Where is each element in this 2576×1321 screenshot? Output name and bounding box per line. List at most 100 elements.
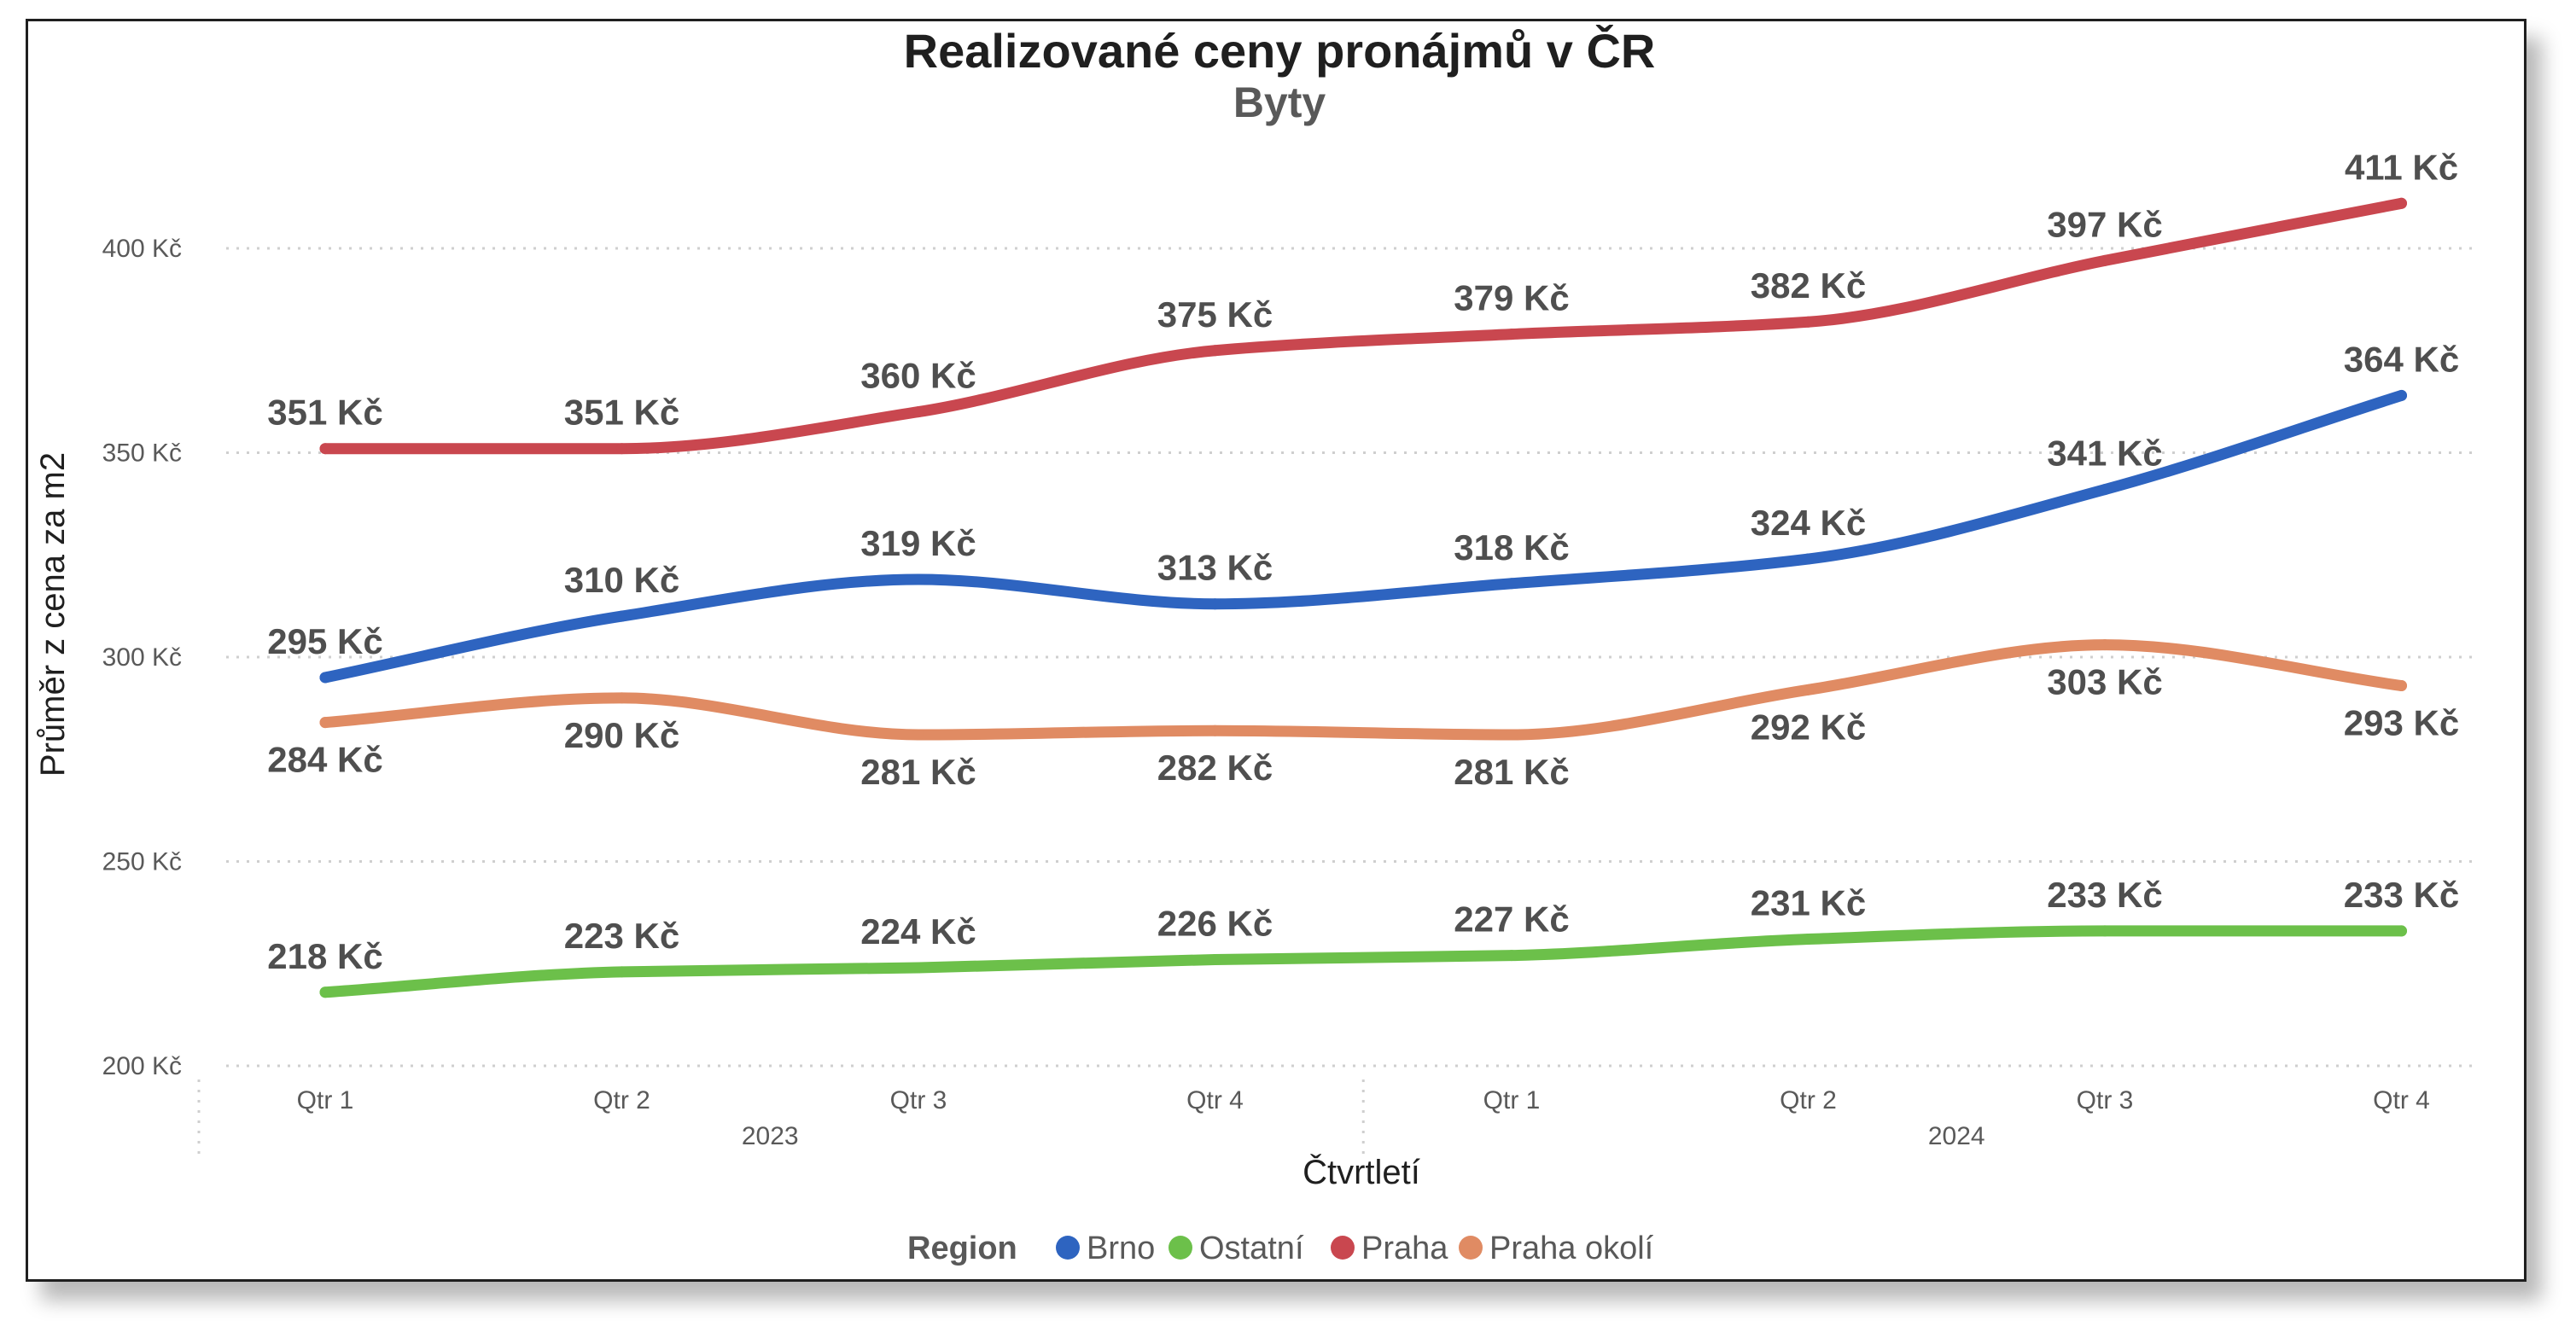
- data-label: 281 Kč: [1454, 752, 1569, 792]
- gridlines: [226, 247, 2476, 1068]
- data-point: [616, 443, 627, 455]
- x-tick-label: Qtr 4: [1186, 1086, 1244, 1114]
- x-tick-label: Qtr 1: [1483, 1086, 1541, 1114]
- data-label: 281 Kč: [860, 752, 976, 792]
- data-label: 341 Kč: [2047, 434, 2162, 474]
- data-point: [2099, 925, 2111, 937]
- legend-marker: [1056, 1236, 1080, 1260]
- legend-marker: [1169, 1236, 1192, 1260]
- series-line-ostatní: [319, 925, 2407, 998]
- data-label: 364 Kč: [2344, 339, 2459, 379]
- data-point: [1506, 578, 1518, 590]
- data-label: 375 Kč: [1157, 294, 1273, 335]
- data-point: [2099, 639, 2111, 651]
- data-label: 295 Kč: [267, 621, 382, 661]
- data-point: [2099, 484, 2111, 496]
- data-point: [1209, 598, 1221, 610]
- line-chart: Realizované ceny pronájmů v ČR Byty Prům…: [34, 24, 2476, 1266]
- axes: 200 Kč 250 Kč 300 Kč 350 Kč 400 Kč Qtr 1 Qtr 2…: [102, 235, 2430, 1156]
- data-point: [1506, 729, 1518, 741]
- data-point: [319, 986, 331, 998]
- data-point: [2099, 254, 2111, 266]
- x-tick-label: Qtr 2: [593, 1086, 650, 1114]
- data-point: [319, 717, 331, 729]
- data-label: 319 Kč: [860, 523, 976, 563]
- data-label: 318 Kč: [1454, 527, 1569, 567]
- x-tick-label: Qtr 3: [890, 1086, 947, 1114]
- x-axis-title: Čtvrtletí: [1303, 1153, 1420, 1191]
- data-point: [912, 573, 924, 585]
- legend-item-label: Ostatní: [1199, 1231, 1304, 1266]
- data-point: [616, 692, 627, 704]
- x-tick-label: Qtr 2: [1780, 1086, 1837, 1114]
- data-point: [616, 966, 627, 978]
- data-point: [1803, 316, 1814, 328]
- data-label: 293 Kč: [2344, 703, 2459, 743]
- year-label: 2024: [1928, 1122, 1985, 1150]
- data-label: 324 Kč: [1751, 503, 1866, 543]
- data-label: 233 Kč: [2047, 875, 2162, 915]
- chart-card: Realizované ceny pronájmů v ČR Byty Prům…: [26, 19, 2526, 1282]
- data-label: 313 Kč: [1157, 548, 1273, 588]
- data-point: [1506, 329, 1518, 340]
- data-point: [1803, 684, 1814, 695]
- data-point: [2396, 925, 2407, 937]
- data-point: [912, 729, 924, 741]
- data-label: 360 Kč: [860, 356, 976, 396]
- data-label: 282 Kč: [1157, 748, 1273, 788]
- data-label: 224 Kč: [860, 911, 976, 951]
- data-label: 303 Kč: [2047, 662, 2162, 702]
- data-point: [1209, 345, 1221, 357]
- data-point: [1803, 934, 1814, 946]
- y-tick-label: 400 Kč: [102, 235, 182, 263]
- data-point: [319, 443, 331, 455]
- data-label: 379 Kč: [1454, 278, 1569, 318]
- data-point: [2396, 389, 2407, 401]
- data-label: 351 Kč: [564, 393, 679, 433]
- data-label: 227 Kč: [1454, 899, 1569, 940]
- series-line-praha-okolí: [319, 639, 2407, 741]
- legend-item-label: Brno: [1087, 1231, 1155, 1266]
- data-point: [1506, 950, 1518, 962]
- data-label: 226 Kč: [1157, 903, 1273, 943]
- data-label: 411 Kč: [2345, 147, 2458, 187]
- legend-item-label: Praha: [1361, 1231, 1448, 1266]
- year-label: 2023: [742, 1122, 799, 1150]
- data-point: [319, 672, 331, 684]
- y-axis-title: Průměr z cena za m2: [34, 452, 72, 777]
- data-point: [616, 610, 627, 622]
- series-line-brno: [319, 389, 2407, 684]
- chart-subtitle: Byty: [1233, 79, 1326, 126]
- data-point: [2396, 197, 2407, 209]
- x-tick-label: Qtr 3: [2077, 1086, 2134, 1114]
- x-tick-label: Qtr 4: [2373, 1086, 2430, 1114]
- data-label: 218 Kč: [267, 936, 382, 976]
- y-tick-label: 350 Kč: [102, 439, 182, 468]
- data-label: 233 Kč: [2344, 875, 2459, 915]
- series-lines: [319, 197, 2407, 998]
- data-point: [1209, 953, 1221, 965]
- series-line-praha: [319, 197, 2407, 455]
- data-point: [2396, 680, 2407, 692]
- legend-title: Region: [907, 1231, 1017, 1266]
- data-label: 231 Kč: [1751, 883, 1866, 923]
- legend-marker: [1459, 1236, 1483, 1260]
- data-label: 223 Kč: [564, 916, 679, 956]
- data-point: [1803, 553, 1814, 565]
- data-point: [912, 962, 924, 974]
- data-label: 382 Kč: [1751, 265, 1866, 306]
- legend: Region Brno Ostatní Praha Praha okolí: [907, 1231, 1654, 1266]
- data-label: 310 Kč: [564, 560, 679, 600]
- data-point: [912, 406, 924, 418]
- legend-marker: [1331, 1236, 1355, 1260]
- data-label: 284 Kč: [267, 740, 382, 780]
- data-label: 290 Kč: [564, 715, 679, 755]
- y-tick-label: 250 Kč: [102, 848, 182, 876]
- legend-item-label: Praha okolí: [1489, 1231, 1654, 1266]
- data-label: 397 Kč: [2047, 204, 2162, 244]
- y-tick-label: 300 Kč: [102, 643, 182, 672]
- chart-title: Realizované ceny pronájmů v ČR: [904, 24, 1656, 78]
- y-tick-label: 200 Kč: [102, 1052, 182, 1080]
- data-labels: 295 Kč 310 Kč 319 Kč 313 Kč 318 Kč 324 Kč 341 …: [267, 147, 2459, 975]
- x-tick-label: Qtr 1: [297, 1086, 354, 1114]
